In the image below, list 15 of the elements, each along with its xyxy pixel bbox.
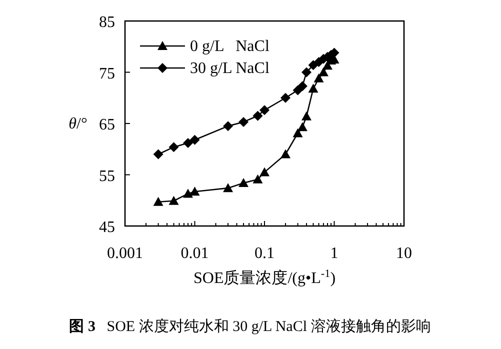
text: 图 3 SOE 浓度对纯水和 30 g/L NaCl 溶液接触角的影响: [69, 318, 431, 335]
legend-label: 0 g/L NaCl: [190, 38, 270, 55]
y-tick-label: 65: [99, 116, 115, 134]
y-tick-label: 75: [99, 65, 115, 82]
x-tick-label: 0.01: [180, 245, 209, 262]
x-tick-label: 1: [330, 245, 338, 262]
y-axis-title: θ/°: [68, 116, 88, 132]
y-tick-label: 85: [99, 14, 115, 31]
y-tick-label: 55: [99, 168, 115, 185]
y-tick-label: 45: [99, 219, 115, 236]
x-tick-label: 0.001: [107, 245, 143, 262]
x-tick-label: 0.1: [254, 245, 274, 262]
x-axis-title: SOE质量浓度/(g•L$^{-1}$): [193, 268, 336, 287]
legend-label: 30 g/L NaCl: [190, 60, 270, 77]
x-tick-label: 10: [396, 245, 412, 262]
